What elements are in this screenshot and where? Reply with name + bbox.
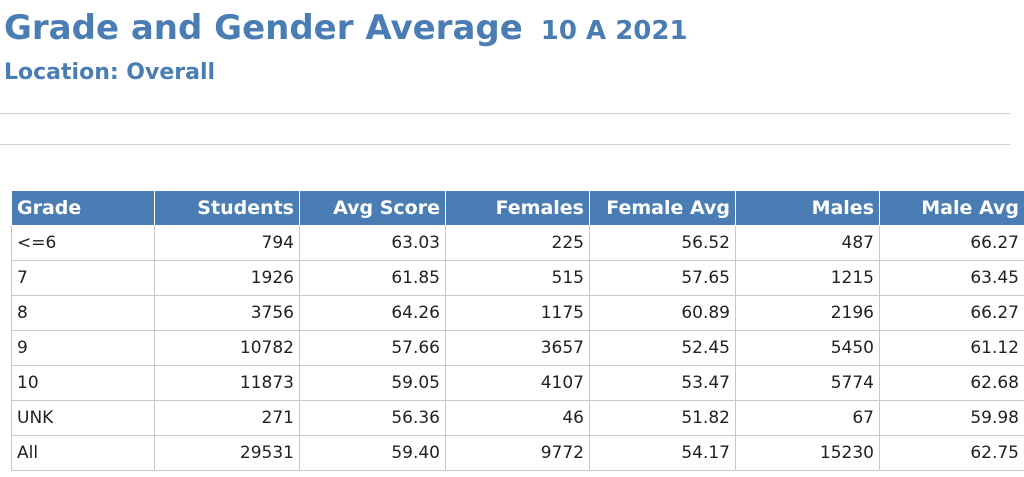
table-cell: 10782 xyxy=(154,330,300,366)
table-cell: 53.47 xyxy=(589,365,736,401)
table-cell: 59.98 xyxy=(879,400,1024,436)
column-header: Grade xyxy=(11,190,155,226)
table-cell: 67 xyxy=(735,400,880,436)
grade-table: Grade Students Avg Score Females Female Avg M… xyxy=(11,190,1024,471)
table-cell: 57.66 xyxy=(299,330,446,366)
divider xyxy=(0,144,1010,145)
table-cell: 5450 xyxy=(735,330,880,366)
table-row: UNK 271 56.36 46 51.82 67 59.98 xyxy=(11,400,1024,436)
table-cell: 15230 xyxy=(735,435,880,471)
table-cell: 63.45 xyxy=(879,260,1024,296)
table-cell: 3756 xyxy=(154,295,300,331)
table-cell: 10 xyxy=(11,365,155,401)
table-cell: 794 xyxy=(154,225,300,261)
table-cell: 5774 xyxy=(735,365,880,401)
table-row: 9 10782 57.66 3657 52.45 5450 61.12 xyxy=(11,330,1024,366)
divider xyxy=(0,113,1010,114)
table-cell: UNK xyxy=(11,400,155,436)
table-cell: 64.26 xyxy=(299,295,446,331)
table-row: All 29531 59.40 9772 54.17 15230 62.75 xyxy=(11,435,1024,471)
table-cell: 11873 xyxy=(154,365,300,401)
header-row: Grade Students Avg Score Females Female Avg M… xyxy=(11,190,1024,226)
table-cell: 66.27 xyxy=(879,225,1024,261)
location: Location: Overall xyxy=(4,60,216,85)
table-cell: 56.36 xyxy=(299,400,446,436)
table-cell: 61.85 xyxy=(299,260,446,296)
table-row: 7 1926 61.85 515 57.65 1215 63.45 xyxy=(11,260,1024,296)
table-cell: <=6 xyxy=(11,225,155,261)
table-cell: 9 xyxy=(11,330,155,366)
table-cell: 52.45 xyxy=(589,330,736,366)
table-row: 8 3756 64.26 1175 60.89 2196 66.27 xyxy=(11,295,1024,331)
table-cell: 54.17 xyxy=(589,435,736,471)
table-body: <=6 794 63.03 225 56.52 487 66.27 7 1926 61.85 515… xyxy=(11,225,1024,471)
table-cell: 29531 xyxy=(154,435,300,471)
title: Grade and Gender Average xyxy=(4,8,523,48)
table-row: <=6 794 63.03 225 56.52 487 66.27 xyxy=(11,225,1024,261)
table-row: 10 11873 59.05 4107 53.47 5774 62.68 xyxy=(11,365,1024,401)
table-cell: 61.12 xyxy=(879,330,1024,366)
table-cell: 66.27 xyxy=(879,295,1024,331)
title-block: Grade and Gender Average 10 A 2021 xyxy=(4,8,688,48)
table-cell: 62.68 xyxy=(879,365,1024,401)
table-cell: 60.89 xyxy=(589,295,736,331)
table-cell: 225 xyxy=(445,225,590,261)
table-cell: 7 xyxy=(11,260,155,296)
table-cell: 8 xyxy=(11,295,155,331)
table-cell: 63.03 xyxy=(299,225,446,261)
table-cell: 1926 xyxy=(154,260,300,296)
table-cell: 2196 xyxy=(735,295,880,331)
table-cell: 9772 xyxy=(445,435,590,471)
table-cell: 487 xyxy=(735,225,880,261)
table-cell: 62.75 xyxy=(879,435,1024,471)
table-cell: 515 xyxy=(445,260,590,296)
table-cell: 46 xyxy=(445,400,590,436)
column-header: Female Avg xyxy=(589,190,736,226)
table-cell: 56.52 xyxy=(589,225,736,261)
table-cell: 59.05 xyxy=(299,365,446,401)
table-cell: All xyxy=(11,435,155,471)
table-cell: 1175 xyxy=(445,295,590,331)
table-cell: 51.82 xyxy=(589,400,736,436)
table-cell: 57.65 xyxy=(589,260,736,296)
table-cell: 271 xyxy=(154,400,300,436)
column-header: Females xyxy=(445,190,590,226)
table-cell: 59.40 xyxy=(299,435,446,471)
column-header: Avg Score xyxy=(299,190,446,226)
table-cell: 1215 xyxy=(735,260,880,296)
subtitle: 10 A 2021 xyxy=(540,16,688,46)
column-header: Students xyxy=(154,190,300,226)
table-cell: 3657 xyxy=(445,330,590,366)
table-cell: 4107 xyxy=(445,365,590,401)
column-header: Males xyxy=(735,190,880,226)
column-header: Male Avg xyxy=(879,190,1024,226)
